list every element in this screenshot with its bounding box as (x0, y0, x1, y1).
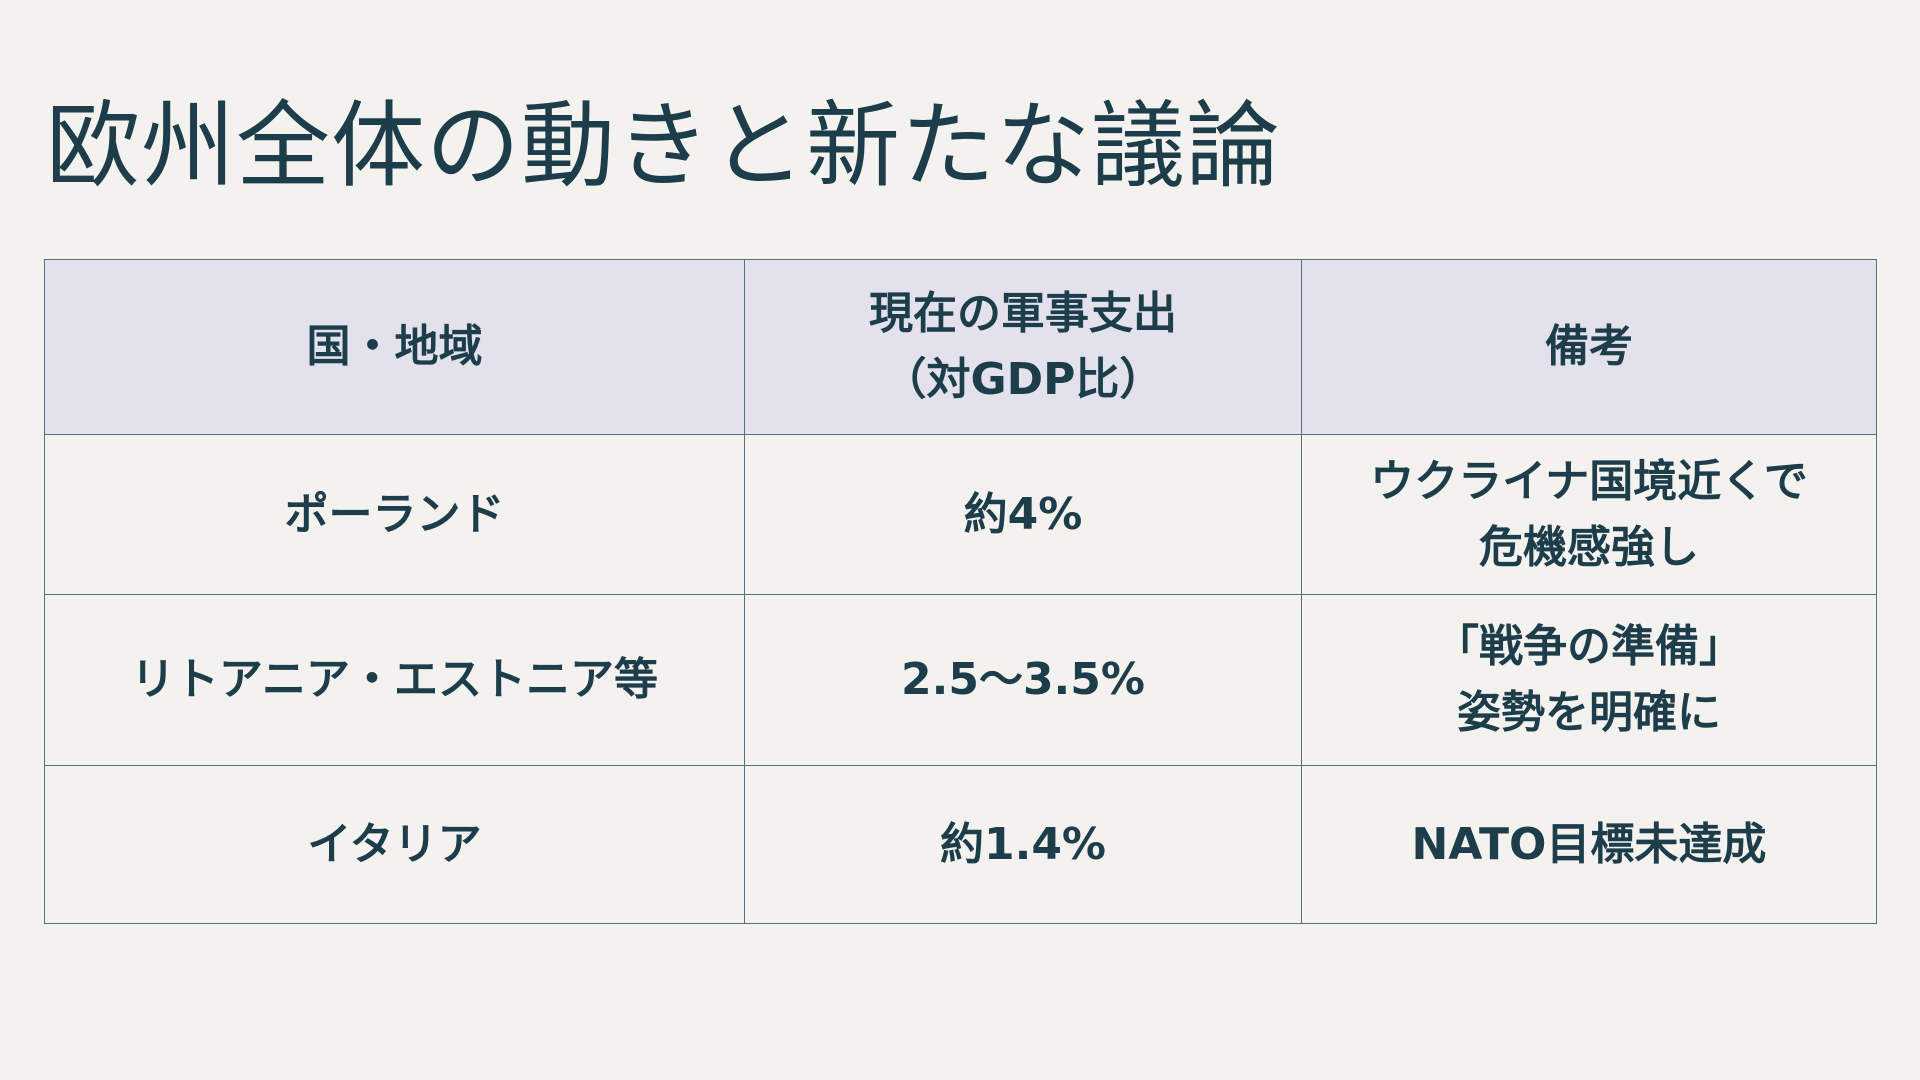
note-line: 姿勢を明確に (1457, 687, 1721, 738)
country-name: ポーランド (284, 488, 505, 540)
cell-spending: 2.5～3.5% (744, 594, 1302, 766)
table-row: ポーランド 約4% ウクライナ国境近くで 危機感強し (44, 434, 1877, 595)
header-spending-label: 現在の軍事支出 (869, 288, 1177, 339)
header-spending-sublabel: （対GDP比） (882, 354, 1164, 405)
country-name: イタリア (307, 818, 482, 870)
table-row: リトアニア・エストニア等 2.5～3.5% 「戦争の準備」 姿勢を明確に (44, 594, 1877, 766)
header-notes: 備考 (1301, 259, 1877, 435)
header-spending: 現在の軍事支出 （対GDP比） (744, 259, 1302, 435)
spending-value: 約1.4% (939, 818, 1107, 870)
cell-notes: NATO目標未達成 (1301, 765, 1877, 924)
spending-value: 2.5～3.5% (901, 654, 1145, 705)
cell-notes: ウクライナ国境近くで 危機感強し (1301, 434, 1877, 595)
cell-spending: 約1.4% (744, 765, 1302, 924)
spending-value: 約4% (963, 488, 1083, 540)
table-header-row: 国・地域 現在の軍事支出 （対GDP比） 備考 (44, 259, 1877, 435)
cell-notes: 「戦争の準備」 姿勢を明確に (1301, 594, 1877, 766)
table-row: イタリア 約1.4% NATO目標未達成 (44, 765, 1877, 924)
note-line: NATO目標未達成 (1411, 818, 1767, 870)
header-country: 国・地域 (44, 259, 745, 435)
cell-country: リトアニア・エストニア等 (44, 594, 745, 766)
header-notes-label: 備考 (1545, 321, 1633, 372)
country-name: リトアニア・エストニア等 (130, 654, 659, 705)
cell-spending: 約4% (744, 434, 1302, 595)
cell-country: イタリア (44, 765, 745, 924)
note-line: 「戦争の準備」 (1435, 621, 1743, 672)
slide-title: 欧州全体の動きと新たな議論 (46, 92, 1282, 201)
cell-country: ポーランド (44, 434, 745, 595)
note-line: ウクライナ国境近くで (1370, 455, 1808, 507)
note-line: 危機感強し (1479, 521, 1699, 573)
header-country-label: 国・地域 (306, 321, 483, 372)
military-spending-table: 国・地域 現在の軍事支出 （対GDP比） 備考 ポーランド 約4% ウクライナ国… (44, 259, 1877, 924)
